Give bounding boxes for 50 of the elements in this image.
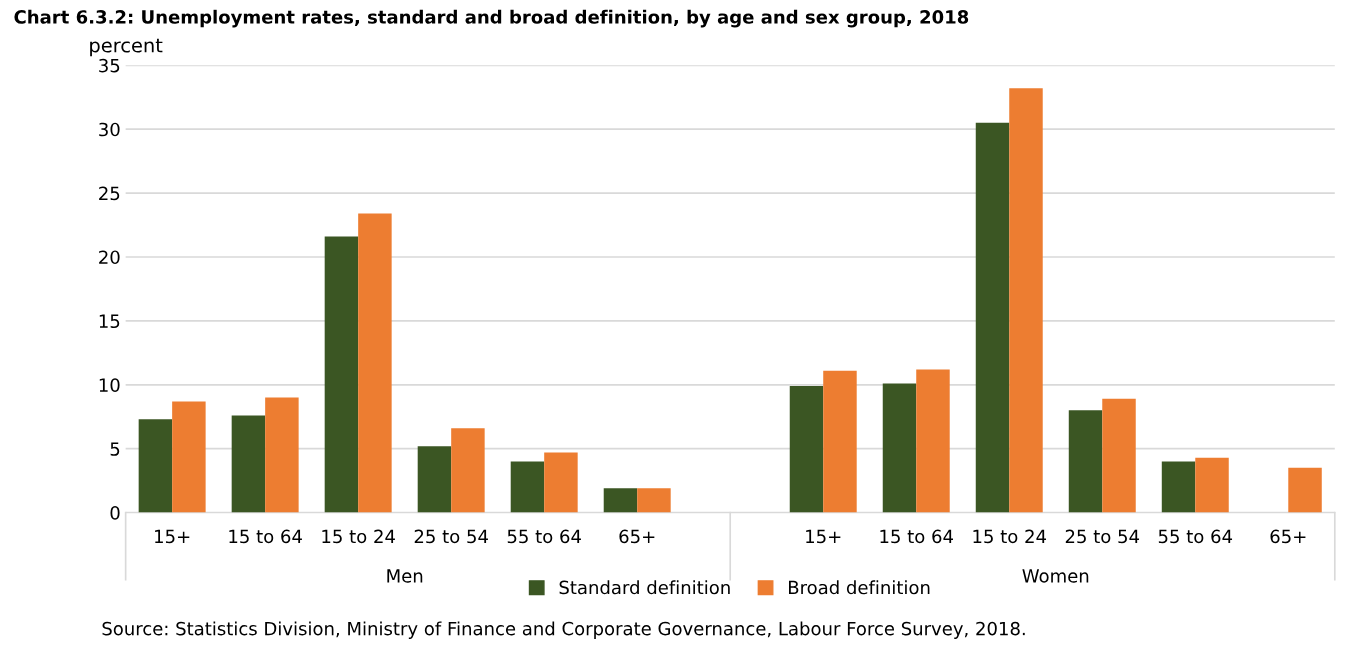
y-tick-label: 35 [99,58,120,73]
legend-label: Broad definition [789,580,930,595]
y-tick-label: 15 [99,314,120,329]
y-tick-label: 10 [99,378,120,392]
bar [1009,88,1043,513]
bar [358,213,392,513]
bar [789,386,824,513]
text: Men [387,569,423,583]
bar [544,452,578,513]
y-axis-title: percent [90,38,163,57]
x-tick-label: 55 to 64 [507,529,581,544]
bar [823,370,857,513]
y-tick-label: 25 [99,186,120,201]
bar [417,446,452,513]
bar [138,419,173,513]
source-note: Source: Statistics Division, Ministry of Finance and Corporate Governance, Labour Force Survey, 2018. [102,621,1025,639]
bar [1068,410,1103,513]
bar [1288,467,1322,513]
x-tick-label: 15 to 24 [322,529,395,544]
bar [1102,398,1136,513]
x-tick-label: 25 to 54 [414,529,488,544]
bar [451,428,485,513]
x-tick-label: 15 to 24 [973,529,1047,544]
x-tick-label: 15+ [155,529,190,544]
x-tick-label: 15+ [806,529,841,544]
bar [882,383,917,513]
bar [975,122,1010,513]
y-tick-label: 20 [99,250,120,265]
x-tick-label: 65+ [619,529,655,544]
bar [1161,461,1196,513]
x-tick-label: 65+ [1270,529,1306,544]
y-tick-label: 30 [99,122,120,137]
x-tick-label: 15 to 64 [880,529,953,544]
bar [324,236,359,513]
legend-label: Standard definition [559,580,730,595]
bar [1195,457,1229,513]
x-tick-label: 15 to 64 [229,529,302,544]
bar [916,369,950,513]
text: Women [1022,569,1089,583]
x-tick-label: 55 to 64 [1158,529,1233,544]
bar [637,488,671,513]
y-tick-label: 5 [110,442,120,456]
bar [265,397,299,513]
x-tick-label: 25 to 54 [1065,529,1140,544]
chart-title: Chart 6.3.2: Unemployment rates, standard and broad definition, by age and sex group, 2018 [14,9,969,28]
bar [510,461,545,513]
bar [231,415,266,513]
bar [603,488,638,513]
y-tick-label: 0 [110,506,120,520]
bar [172,401,206,513]
